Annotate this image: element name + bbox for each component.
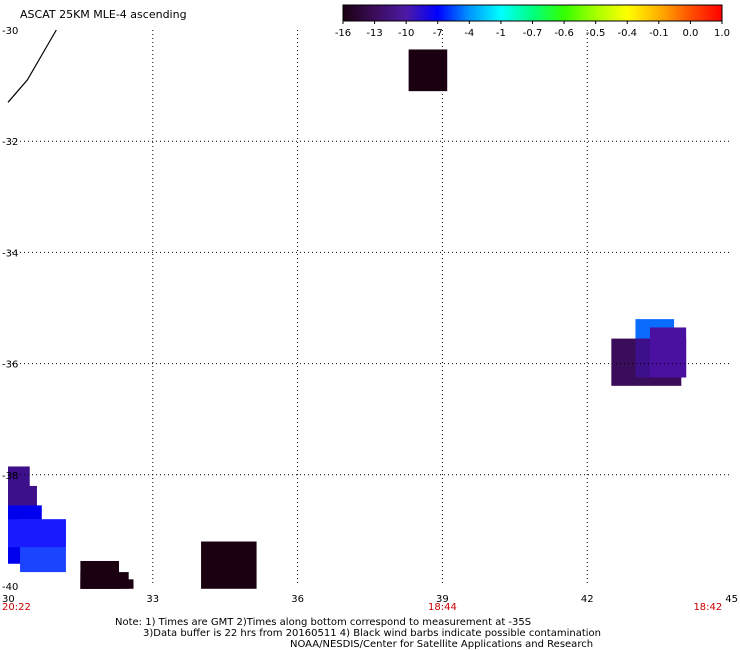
lon-tick-label: 42 [581,594,594,605]
wind-barb [7,29,57,103]
time-label: 20:22 [2,602,31,613]
lon-tick-label: 33 [146,594,159,605]
grid-lines [8,30,732,586]
data-cell [80,579,134,589]
colorbar-label: -1 [496,28,506,39]
colorbar-label: -0.1 [649,28,669,39]
colorbar-label: 1.0 [714,28,730,39]
time-label: 18:42 [693,602,722,613]
colorbar-ramp [343,5,722,21]
note-line-3: NOAA/NESDIS/Center for Satellite Applica… [290,639,594,650]
colorbar-label: -0.5 [586,28,606,39]
colorbar-label: -13 [366,28,382,39]
colorbar-label: -7 [433,28,443,39]
data-cell [408,49,448,92]
data-cell [8,519,66,548]
chart-title: ASCAT 25KM MLE-4 ascending [20,8,187,21]
lat-tick-label: -36 [2,360,18,371]
colorbar-label: -10 [398,28,414,39]
wind-barb-line [7,29,57,103]
colorbar-label: -0.4 [617,28,637,39]
colorbar-label: -0.7 [523,28,543,39]
data-cell [201,541,257,589]
lon-tick-label: 30 [2,594,15,605]
lon-tick-label: 39 [436,594,449,605]
time-label: 18:44 [428,602,457,613]
colorbar-label: 0.0 [682,28,698,39]
lon-tick-label: 36 [291,594,304,605]
data-cell [649,327,687,378]
lon-tick-label: 45 [725,594,738,605]
lat-tick-label: -34 [2,248,18,259]
lat-tick-label: -32 [2,137,18,148]
colorbar-label: -4 [464,28,474,39]
colorbar-label: -16 [335,28,351,39]
time-labels: 20:22 18:44 18:42 [2,602,722,613]
data-cells [8,49,687,589]
colorbar: -16 -13 -10 -7 -4 -1 -0.7 -0.6 -0.5 -0.4 -0.1 0.0 1.… [335,4,730,39]
lat-tick-label: -40 [2,582,18,593]
lat-tick-label: -38 [2,471,18,482]
note-line-2: 3)Data buffer is 22 hrs from 20160511 4)… [143,628,601,639]
note-line-1: Note: 1) Times are GMT 2)Times along bot… [115,617,532,628]
colorbar-label: -0.6 [554,28,574,39]
lat-tick-label: -30 [2,26,18,37]
